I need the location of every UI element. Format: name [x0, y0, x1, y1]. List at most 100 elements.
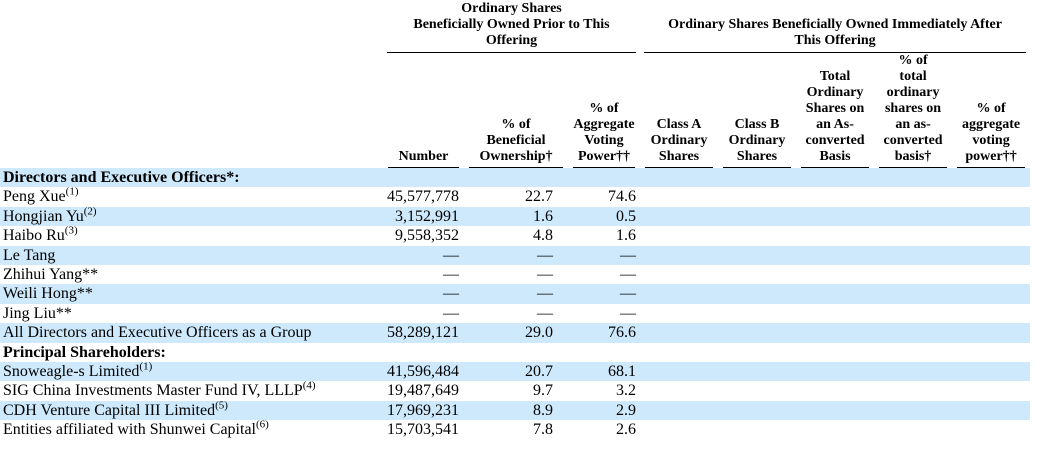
- cell-number: 45,577,778: [387, 188, 459, 206]
- cell-class-b: [718, 246, 796, 265]
- column-header-row: Number % of Beneficial Ownership† % of A…: [0, 53, 1030, 168]
- cell-pct-voting: [568, 168, 640, 187]
- cell-shareholder-name: Entities affiliated with Shunwei Capital…: [0, 420, 383, 439]
- group-header-row: Ordinary Shares Beneficially Owned Prior…: [0, 0, 1030, 53]
- cell-class-b: [718, 323, 796, 342]
- cell-number: 17,969,231: [387, 401, 459, 419]
- cell-pct-voting-after: [952, 381, 1030, 400]
- cell-pct-voting-after: [952, 187, 1030, 206]
- cell-shareholder-name: Peng Xue(1): [0, 187, 383, 206]
- cell-pct-voting: [568, 343, 640, 362]
- cell-pct-voting-after: [952, 420, 1030, 439]
- footnote-ref: (4): [302, 381, 316, 393]
- cell-total-as-converted: [796, 381, 874, 400]
- cell-total-as-converted: [796, 304, 874, 323]
- footnote-ref: (3): [64, 226, 78, 237]
- row-weili-hong: Weili Hong** — — —: [0, 284, 1031, 304]
- cell-class-a: [640, 304, 718, 323]
- cell-shareholder-name: Hongjian Yu(2): [0, 207, 383, 226]
- row-shunwei-entities: Entities affiliated with Shunwei Capital…: [0, 420, 1030, 439]
- cell-class-a: [640, 284, 718, 303]
- group-header-prior-offering: Ordinary Shares Beneficially Owned Prior…: [383, 0, 640, 53]
- cell-pct-total-as-converted: [874, 304, 952, 323]
- cell-total-as-converted: [796, 420, 874, 439]
- cell-pct-voting-after: [952, 362, 1030, 381]
- cell-pct-voting: 68.1: [608, 363, 637, 381]
- footnote-ref: (5): [215, 400, 228, 412]
- col-header-pct-beneficial-ownership: % of Beneficial Ownership†: [464, 53, 568, 168]
- row-sig-china: SIG China Investments Master Fund IV, LL…: [0, 381, 1030, 400]
- cell-pct-total-as-converted: [874, 381, 952, 400]
- cell-pct-voting-after: [952, 246, 1030, 265]
- col-header-total-shares-as-converted: Total Ordinary Shares on an As- converte…: [796, 53, 874, 168]
- cell-shareholder-name: Directors and Executive Officers*:: [0, 168, 383, 187]
- cell-shareholder-name: SIG China Investments Master Fund IV, LL…: [0, 381, 383, 400]
- cell-total-as-converted: [796, 362, 874, 381]
- col-header-pct-aggregate-voting-power: % of Aggregate Voting Power††: [568, 53, 640, 168]
- col-header-class-b-ordinary-shares: Class B Ordinary Shares: [718, 53, 796, 168]
- cell-pct-total-as-converted: [874, 207, 952, 226]
- name-column-header: [0, 53, 383, 168]
- cell-pct-voting: 2.9: [616, 401, 637, 419]
- cell-class-a: [640, 420, 718, 439]
- cell-pct-voting-after: [952, 168, 1030, 187]
- cell-pct-voting-after: [952, 265, 1030, 284]
- cell-class-b: [718, 284, 796, 303]
- beneficial-ownership-table: Ordinary Shares Beneficially Owned Prior…: [0, 0, 1031, 439]
- cell-pct-beneficial: 9.7: [533, 382, 553, 400]
- cell-shareholder-name: Le Tang: [0, 246, 383, 265]
- cell-class-b: [718, 265, 796, 284]
- row-zhihui-yang: Zhihui Yang** — — —: [0, 265, 1030, 284]
- row-snoweagle: Snoweagle-s Limited(1) 41,596,484 20.7 6…: [0, 362, 1031, 382]
- cell-shareholder-name: Weili Hong**: [0, 284, 383, 303]
- shareholder-name: Hongjian Yu: [3, 207, 84, 225]
- cell-number: [383, 168, 464, 187]
- group-header-after-offering-label: Ordinary Shares Beneficially Owned Immed…: [644, 17, 1027, 53]
- cell-class-a: [640, 187, 718, 206]
- cell-pct-total-as-converted: [874, 187, 952, 206]
- cell-pct-total-as-converted: [874, 246, 952, 265]
- cell-number: 19,487,649: [387, 382, 459, 400]
- row-hongjian-yu: Hongjian Yu(2) 3,152,991 1.6 0.5: [0, 206, 1031, 227]
- cell-shareholder-name: CDH Venture Capital III Limited(5): [0, 401, 383, 420]
- cell-number: 3,152,991: [395, 207, 459, 225]
- cell-pct-voting: 1.6: [616, 227, 637, 245]
- cell-pct-voting-after: [952, 284, 1030, 303]
- shareholder-name: Principal Shareholders:: [3, 343, 166, 361]
- name-column-spacer: [0, 0, 383, 53]
- shareholder-name: Le Tang: [3, 246, 56, 264]
- cell-total-as-converted: [796, 207, 874, 226]
- cell-class-a: [640, 207, 718, 226]
- cell-pct-voting-after: [952, 207, 1030, 226]
- cell-shareholder-name: Snoweagle-s Limited(1): [0, 362, 383, 381]
- cell-pct-beneficial: —: [537, 266, 553, 284]
- shareholder-name: Snoweagle-s Limited: [3, 363, 140, 381]
- cell-pct-beneficial: 7.8: [533, 421, 553, 439]
- cell-number: —: [443, 246, 459, 264]
- cell-class-a: [640, 323, 718, 342]
- cell-pct-voting-after: [952, 401, 1030, 420]
- cell-total-as-converted: [796, 284, 874, 303]
- cell-pct-voting: 0.5: [616, 207, 637, 225]
- cell-class-a: [640, 265, 718, 284]
- row-peng-xue: Peng Xue(1) 45,577,778 22.7 74.6: [0, 187, 1030, 206]
- cell-number: —: [443, 285, 459, 303]
- cell-shareholder-name: Jing Liu**: [0, 304, 383, 323]
- cell-class-b: [718, 362, 796, 381]
- group-header-prior-offering-label: Ordinary Shares Beneficially Owned Prior…: [387, 1, 637, 53]
- cell-class-b: [718, 304, 796, 323]
- cell-total-as-converted: [796, 246, 874, 265]
- cell-pct-beneficial: —: [537, 285, 553, 303]
- col-header-number: Number: [383, 53, 464, 168]
- cell-total-as-converted: [796, 265, 874, 284]
- shareholder-name: Directors and Executive Officers*:: [3, 169, 240, 186]
- cell-number: 58,289,121: [387, 324, 459, 342]
- cell-pct-voting-after: [952, 304, 1030, 323]
- cell-pct-voting: 74.6: [608, 188, 637, 206]
- cell-pct-voting-after: [952, 343, 1030, 362]
- cell-shareholder-name: All Directors and Executive Officers as …: [0, 323, 383, 342]
- cell-total-as-converted: [796, 401, 874, 420]
- footnote-ref: (6): [256, 420, 269, 431]
- row-directors-section-header: Directors and Executive Officers*:: [0, 168, 1031, 188]
- cell-pct-beneficial: 4.8: [533, 227, 553, 245]
